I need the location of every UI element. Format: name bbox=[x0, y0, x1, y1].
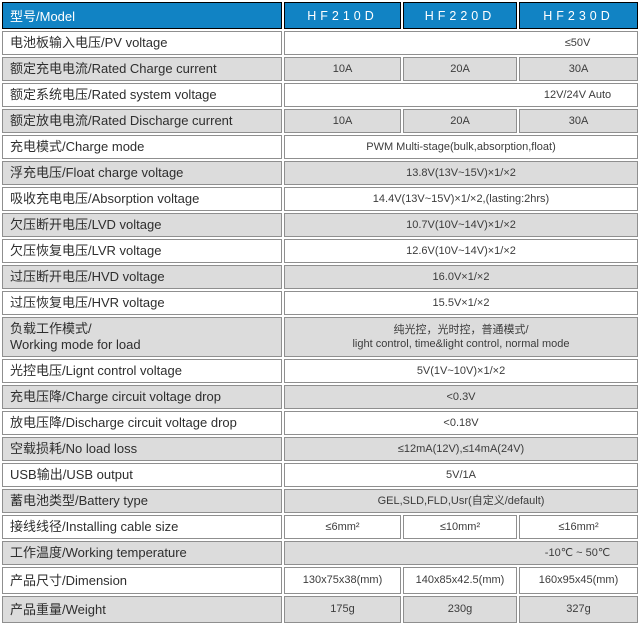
spec-row: 额定充电电流/Rated Charge current 10A 20A 30A bbox=[2, 57, 638, 81]
spec-row: USB输出/USB output 5V/1A bbox=[2, 463, 638, 487]
value-cell-merged: 14.4V(13V~15V)×1/×2,(lasting:2hrs) bbox=[284, 187, 638, 211]
value-cell-merged: 13.8V(13V~15V)×1/×2 bbox=[284, 161, 638, 185]
row-label: 放电压降/Discharge circuit voltage drop bbox=[2, 411, 282, 435]
spec-row: 工作温度/Working temperature -10℃ ~ 50℃ bbox=[2, 541, 638, 565]
value-cell: 10A bbox=[284, 109, 401, 133]
spec-row: 产品尺寸/Dimension 130x75x38(mm) 140x85x42.5(m… bbox=[2, 567, 638, 594]
row-label: 过压恢复电压/HVR voltage bbox=[2, 291, 282, 315]
value-cell-merged: PWM Multi-stage(bulk,absorption,float) bbox=[284, 135, 638, 159]
spec-row: 产品重量/Weight 175g 230g 327g bbox=[2, 596, 638, 623]
value-cell-merged: ≤12mA(12V),≤14mA(24V) bbox=[284, 437, 638, 461]
row-label: 额定充电电流/Rated Charge current bbox=[2, 57, 282, 81]
value-cell-merged: GEL,SLD,FLD,Usr(自定义/default) bbox=[284, 489, 638, 513]
row-label: 电池板输入电压/PV voltage bbox=[2, 31, 282, 55]
row-label: 额定系统电压/Rated system voltage bbox=[2, 83, 282, 107]
value-cell-merged: 16.0V×1/×2 bbox=[284, 265, 638, 289]
value-cell-merged: 12V/24V Auto bbox=[284, 83, 638, 107]
value-cell: 30A bbox=[519, 109, 638, 133]
spec-row: 接线线径/Installing cable size ≤6mm² ≤10mm² ≤16… bbox=[2, 515, 638, 539]
row-label: 蓄电池类型/Battery type bbox=[2, 489, 282, 513]
value-cell: 130x75x38(mm) bbox=[284, 567, 401, 594]
row-label: 产品重量/Weight bbox=[2, 596, 282, 623]
spec-row: 额定放电电流/Rated Discharge current 10A 20A 30A bbox=[2, 109, 638, 133]
spec-row: 光控电压/Lignt control voltage 5V(1V~10V)×1/×… bbox=[2, 359, 638, 383]
value-cell-merged: 纯光控，光时控，普通模式/ light control, time&light … bbox=[284, 317, 638, 357]
header-row: 型号/Model HF210D HF220D HF230D bbox=[2, 2, 638, 29]
model-header-hf220d: HF220D bbox=[403, 2, 517, 29]
value-cell-merged: 5V(1V~10V)×1/×2 bbox=[284, 359, 638, 383]
row-label: 工作温度/Working temperature bbox=[2, 541, 282, 565]
model-header-hf230d: HF230D bbox=[519, 2, 638, 29]
model-header-label: 型号/Model bbox=[2, 2, 282, 29]
spec-row: 欠压恢复电压/LVR voltage 12.6V(10V~14V)×1/×2 bbox=[2, 239, 638, 263]
spec-row: 电池板输入电压/PV voltage ≤50V bbox=[2, 31, 638, 55]
spec-row: 空载损耗/No load loss ≤12mA(12V),≤14mA(24V) bbox=[2, 437, 638, 461]
value-cell: 10A bbox=[284, 57, 401, 81]
spec-table-body: 电池板输入电压/PV voltage ≤50V 额定充电电流/Rated Charg… bbox=[2, 31, 638, 623]
spec-row: 过压恢复电压/HVR voltage 15.5V×1/×2 bbox=[2, 291, 638, 315]
spec-row: 放电压降/Discharge circuit voltage drop <0.18… bbox=[2, 411, 638, 435]
row-label: 欠压断开电压/LVD voltage bbox=[2, 213, 282, 237]
value-cell: ≤16mm² bbox=[519, 515, 638, 539]
row-label: 产品尺寸/Dimension bbox=[2, 567, 282, 594]
spec-row: 负载工作模式/ Working mode for load 纯光控，光时控，普通模… bbox=[2, 317, 638, 357]
value-cell: 160x95x45(mm) bbox=[519, 567, 638, 594]
row-label: 负载工作模式/ Working mode for load bbox=[2, 317, 282, 357]
value-cell-merged: 5V/1A bbox=[284, 463, 638, 487]
row-label: 充电模式/Charge mode bbox=[2, 135, 282, 159]
row-label: 充电压降/Charge circuit voltage drop bbox=[2, 385, 282, 409]
row-label: 欠压恢复电压/LVR voltage bbox=[2, 239, 282, 263]
value-cell-merged: 12.6V(10V~14V)×1/×2 bbox=[284, 239, 638, 263]
row-label: 过压断开电压/HVD voltage bbox=[2, 265, 282, 289]
value-cell-merged: <0.3V bbox=[284, 385, 638, 409]
value-cell-merged: -10℃ ~ 50℃ bbox=[284, 541, 638, 565]
value-cell: 230g bbox=[403, 596, 517, 623]
value-cell: 30A bbox=[519, 57, 638, 81]
row-value: -10℃ ~ 50℃ bbox=[544, 546, 611, 559]
row-value: 12V/24V Auto bbox=[543, 88, 612, 101]
spec-row: 浮充电压/Float charge voltage 13.8V(13V~15V)×… bbox=[2, 161, 638, 185]
value-cell-merged: 10.7V(10V~14V)×1/×2 bbox=[284, 213, 638, 237]
spec-row: 过压断开电压/HVD voltage 16.0V×1/×2 bbox=[2, 265, 638, 289]
value-cell-merged: 15.5V×1/×2 bbox=[284, 291, 638, 315]
value-cell: 20A bbox=[403, 57, 517, 81]
spec-table-header: 型号/Model HF210D HF220D HF230D bbox=[2, 2, 638, 29]
row-value: ≤50V bbox=[564, 36, 591, 49]
row-label: 光控电压/Lignt control voltage bbox=[2, 359, 282, 383]
value-cell: 20A bbox=[403, 109, 517, 133]
row-label: 接线线径/Installing cable size bbox=[2, 515, 282, 539]
spec-row: 吸收充电电压/Absorption voltage 14.4V(13V~15V)×… bbox=[2, 187, 638, 211]
spec-row: 充电模式/Charge mode PWM Multi-stage(bulk,abs… bbox=[2, 135, 638, 159]
spec-row: 额定系统电压/Rated system voltage 12V/24V Auto bbox=[2, 83, 638, 107]
spec-row: 充电压降/Charge circuit voltage drop <0.3V bbox=[2, 385, 638, 409]
value-cell: 175g bbox=[284, 596, 401, 623]
value-cell: 327g bbox=[519, 596, 638, 623]
value-cell: ≤10mm² bbox=[403, 515, 517, 539]
value-cell-merged: ≤50V bbox=[284, 31, 638, 55]
spec-row: 欠压断开电压/LVD voltage 10.7V(10V~14V)×1/×2 bbox=[2, 213, 638, 237]
value-cell: ≤6mm² bbox=[284, 515, 401, 539]
row-label: 吸收充电电压/Absorption voltage bbox=[2, 187, 282, 211]
model-header-hf210d: HF210D bbox=[284, 2, 401, 29]
row-label: USB输出/USB output bbox=[2, 463, 282, 487]
value-cell-merged: <0.18V bbox=[284, 411, 638, 435]
row-label: 额定放电电流/Rated Discharge current bbox=[2, 109, 282, 133]
value-cell: 140x85x42.5(mm) bbox=[403, 567, 517, 594]
row-label: 浮充电压/Float charge voltage bbox=[2, 161, 282, 185]
row-label: 空载损耗/No load loss bbox=[2, 437, 282, 461]
spec-row: 蓄电池类型/Battery type GEL,SLD,FLD,Usr(自定义/de… bbox=[2, 489, 638, 513]
